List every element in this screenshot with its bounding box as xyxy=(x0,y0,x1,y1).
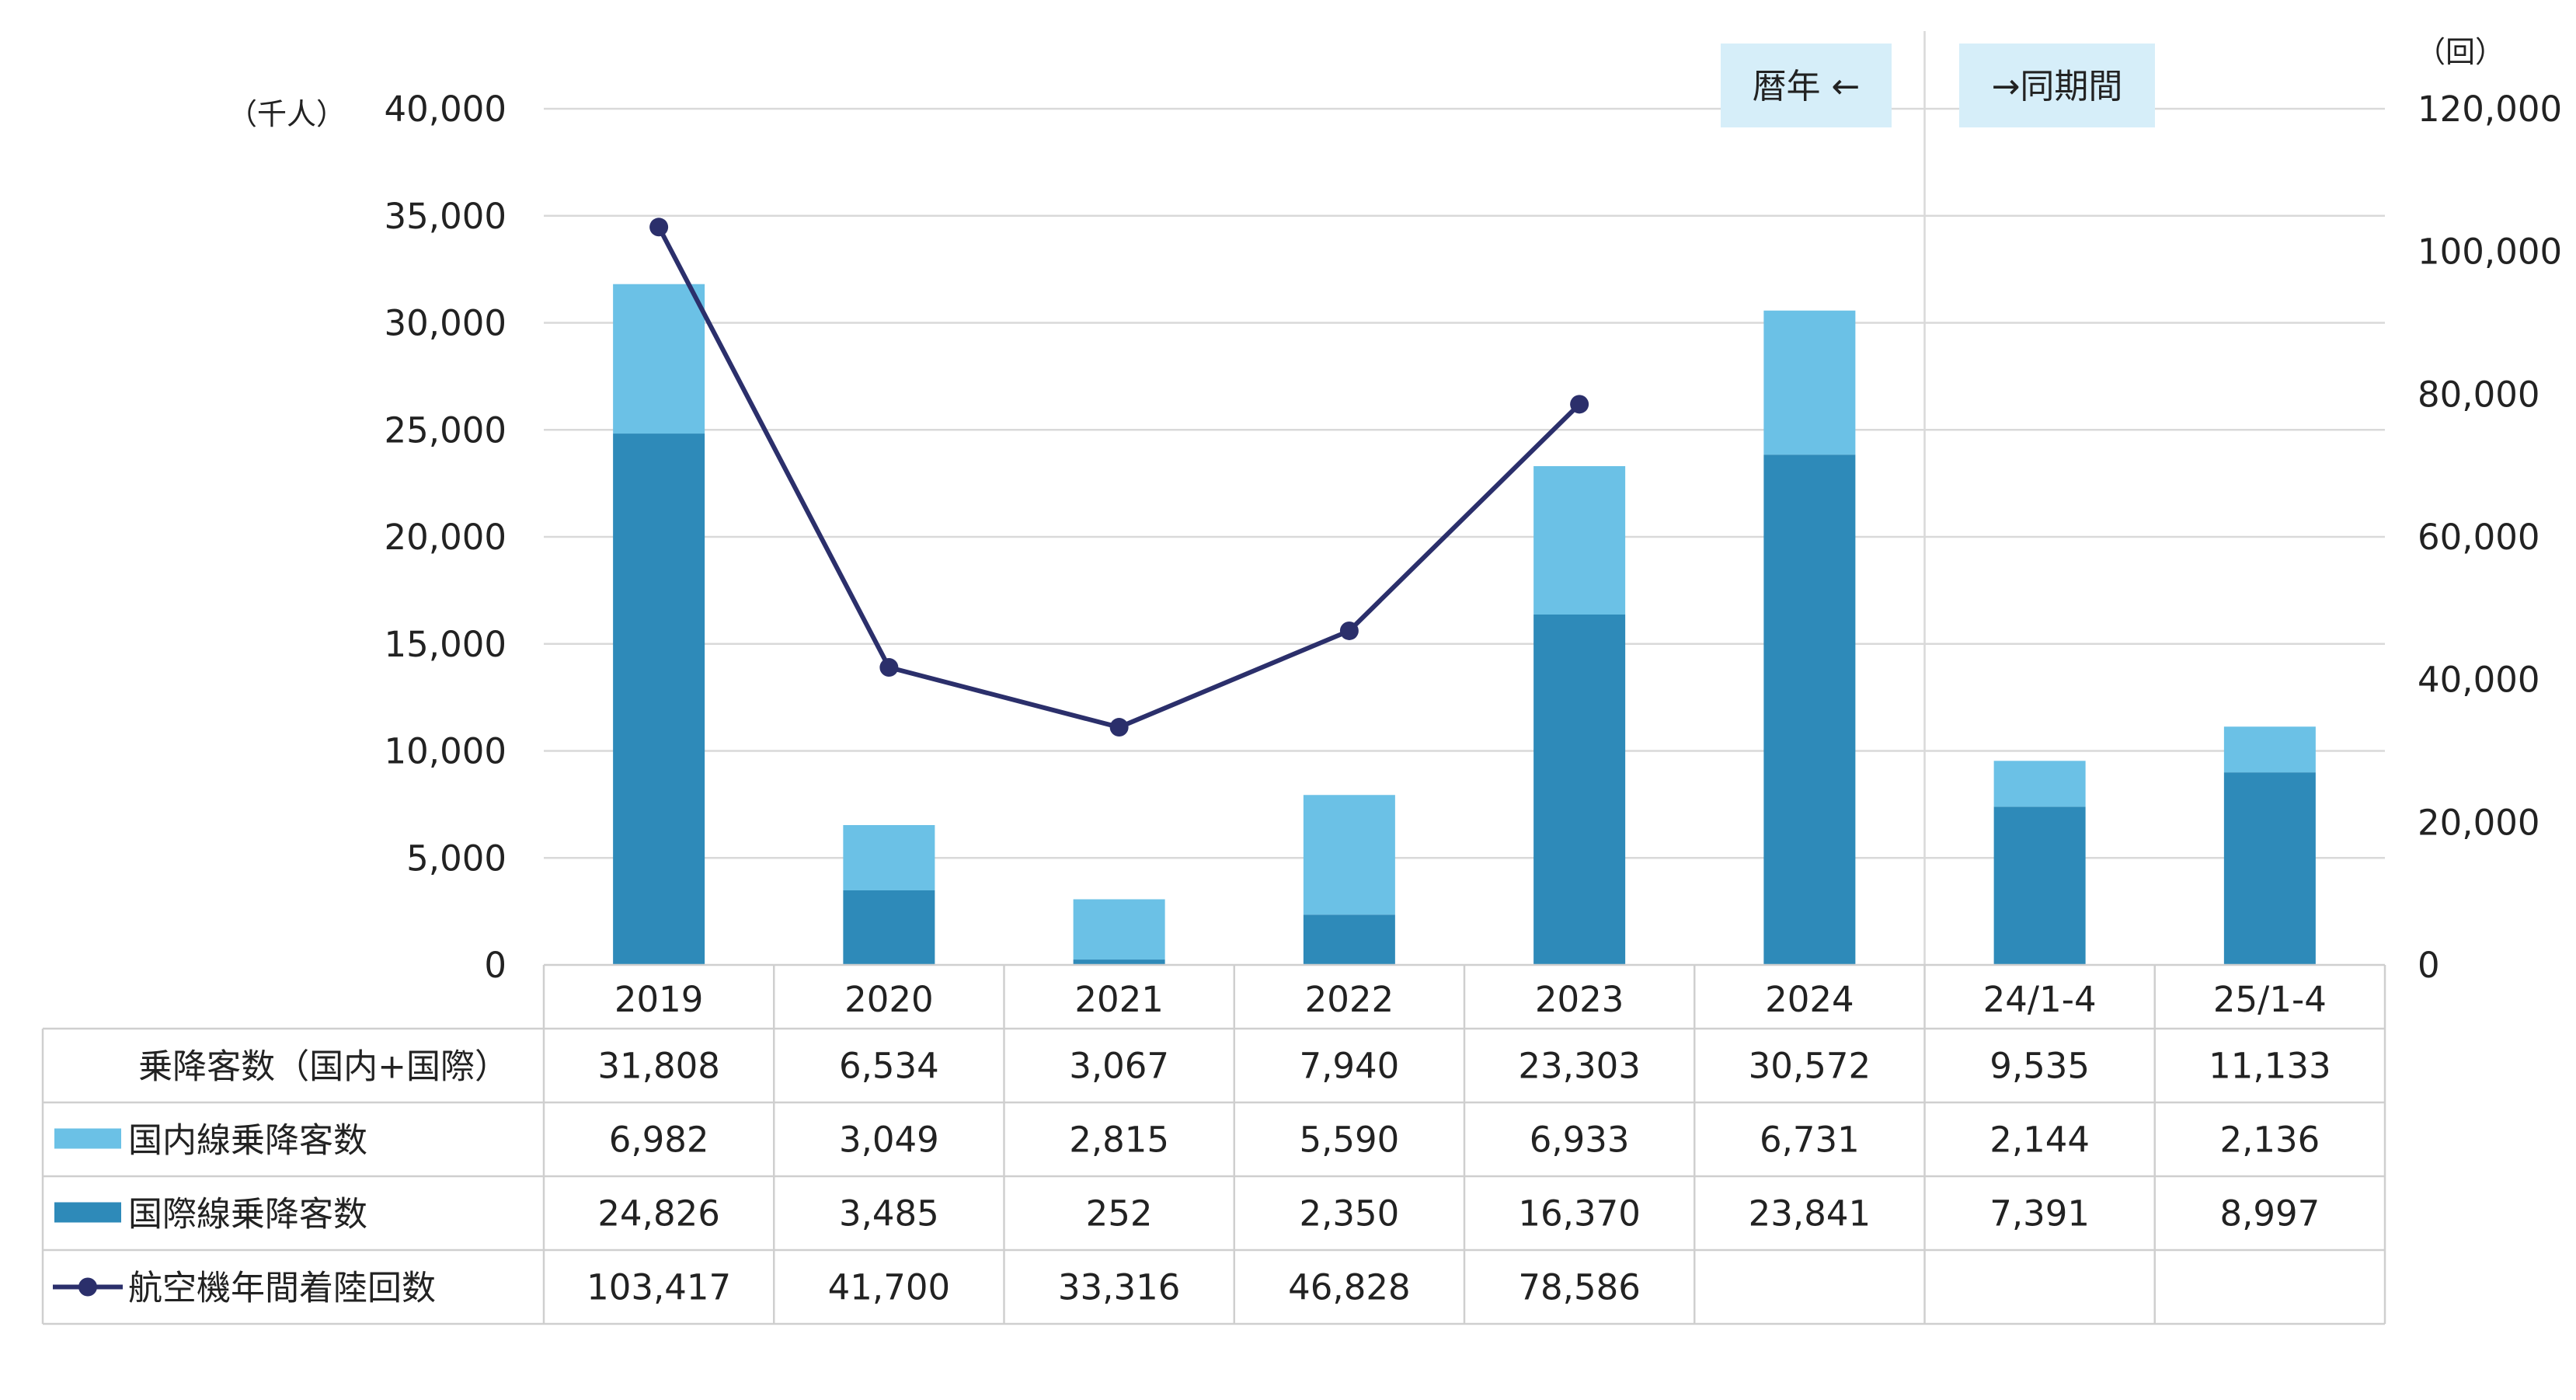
table-cell-value: 5,590 xyxy=(1299,1120,1399,1161)
table-cell-value: 103,417 xyxy=(587,1267,731,1308)
table-cell-value: 33,316 xyxy=(1058,1267,1180,1308)
bar-international xyxy=(613,434,705,965)
x-axis-category-label: 2024 xyxy=(1765,979,1854,1020)
landings-point xyxy=(1570,395,1589,414)
x-axis-category-label: 2020 xyxy=(844,979,934,1020)
table-cell-value: 9,535 xyxy=(1989,1046,2090,1087)
landings-point xyxy=(1109,718,1129,737)
right-axis-tick-label: 100,000 xyxy=(2418,232,2562,273)
bar-international xyxy=(2223,772,2316,965)
table-cell-value: 3,049 xyxy=(839,1120,939,1161)
table-cell-value: 6,534 xyxy=(839,1046,939,1087)
table-cell-value: 30,572 xyxy=(1749,1046,1871,1087)
right-axis-tick-label: 0 xyxy=(2418,945,2440,986)
legend-swatch-international xyxy=(54,1202,121,1223)
calendar-year-annotation: 暦年 ← xyxy=(1753,67,1861,106)
table-cell-value: 23,841 xyxy=(1749,1193,1871,1235)
table-cell-value: 3,485 xyxy=(839,1193,939,1235)
table-cell-value: 78,586 xyxy=(1518,1267,1640,1308)
table-cell-value: 7,391 xyxy=(1989,1193,2090,1235)
bar-domestic xyxy=(2223,726,2316,773)
left-axis-tick-label: 15,000 xyxy=(385,624,506,665)
same-period-annotation-box xyxy=(1959,44,2155,127)
bar-international xyxy=(843,890,935,965)
calendar-year-annotation-box xyxy=(1721,44,1892,127)
left-axis-tick-label: 5,000 xyxy=(406,838,506,879)
legend-line-marker xyxy=(78,1277,97,1297)
table-cell-value: 23,303 xyxy=(1518,1046,1640,1087)
bar-international xyxy=(1993,806,2086,965)
table-cell-value: 11,133 xyxy=(2209,1046,2331,1087)
table-cell-value: 2,350 xyxy=(1299,1193,1399,1235)
right-axis-tick-label: 40,000 xyxy=(2418,660,2539,701)
x-axis-category-label: 2022 xyxy=(1305,979,1394,1020)
bar-domestic xyxy=(1073,899,1165,960)
left-axis-unit-label: （千人） xyxy=(228,97,346,131)
left-axis-tick-label: 30,000 xyxy=(385,303,506,344)
table-cell-value: 2,815 xyxy=(1069,1120,1169,1161)
landings-point xyxy=(649,218,669,237)
bar-domestic xyxy=(1763,310,1856,455)
x-axis-category-label: 2021 xyxy=(1074,979,1164,1020)
table-cell-value: 3,067 xyxy=(1069,1046,1169,1087)
left-axis-tick-label: 35,000 xyxy=(385,196,506,237)
table-cell-value: 41,700 xyxy=(828,1267,950,1308)
table-cell-value: 6,731 xyxy=(1760,1120,1860,1161)
table-cell-value: 2,144 xyxy=(1989,1120,2090,1161)
right-axis-tick-label: 60,000 xyxy=(2418,517,2539,558)
table-row-label: 乗降客数（国内+国際） xyxy=(138,1047,509,1087)
right-axis-tick-label: 80,000 xyxy=(2418,374,2539,415)
landings-line xyxy=(656,225,1582,730)
table-cell-value: 6,933 xyxy=(1530,1120,1630,1161)
bar-domestic xyxy=(1533,466,1626,615)
table-cell-value: 24,826 xyxy=(597,1193,719,1235)
table-row-label: 航空機年間着陸回数 xyxy=(128,1269,436,1308)
x-axis-category-label: 2019 xyxy=(614,979,704,1020)
table-cell-value: 2,136 xyxy=(2219,1120,2320,1161)
bar-domestic xyxy=(1993,761,2086,807)
bar-domestic xyxy=(1303,795,1395,915)
bar-domestic xyxy=(843,824,935,890)
table-cell-value: 7,940 xyxy=(1299,1046,1399,1087)
x-axis-category-label: 24/1-4 xyxy=(1983,979,2097,1020)
bar-domestic xyxy=(613,284,705,434)
table-row-label: 国内線乗降客数 xyxy=(128,1121,367,1161)
table-cell-value: 46,828 xyxy=(1288,1267,1410,1308)
bar-international xyxy=(1073,959,1165,965)
table-cell-value: 16,370 xyxy=(1518,1193,1640,1235)
right-axis-unit-label: （回） xyxy=(2416,35,2505,69)
x-axis-category-label: 25/1-4 xyxy=(2213,979,2327,1020)
left-axis-tick-label: 20,000 xyxy=(385,517,506,558)
right-axis-tick-label: 120,000 xyxy=(2418,89,2562,130)
left-axis-tick-label: 25,000 xyxy=(385,409,506,451)
left-axis-tick-label: 40,000 xyxy=(385,89,506,130)
table-cell-value: 8,997 xyxy=(2219,1193,2320,1235)
bar-international xyxy=(1533,615,1626,965)
bar-international xyxy=(1763,454,1856,965)
landings-point xyxy=(1339,621,1359,640)
legend-swatch-domestic xyxy=(54,1128,121,1149)
left-axis-tick-label: 0 xyxy=(484,945,506,986)
landings-point xyxy=(879,658,899,677)
table-cell-value: 6,982 xyxy=(609,1120,709,1161)
table-cell-value: 252 xyxy=(1086,1193,1153,1235)
x-axis-category-label: 2023 xyxy=(1535,979,1624,1020)
table-cell-value: 31,808 xyxy=(597,1046,719,1087)
right-axis-tick-label: 20,000 xyxy=(2418,802,2539,843)
bar-international xyxy=(1303,914,1395,965)
left-axis-tick-label: 10,000 xyxy=(385,731,506,772)
table-row-label: 国際線乗降客数 xyxy=(128,1195,367,1235)
same-period-annotation: →同期間 xyxy=(1992,67,2123,106)
